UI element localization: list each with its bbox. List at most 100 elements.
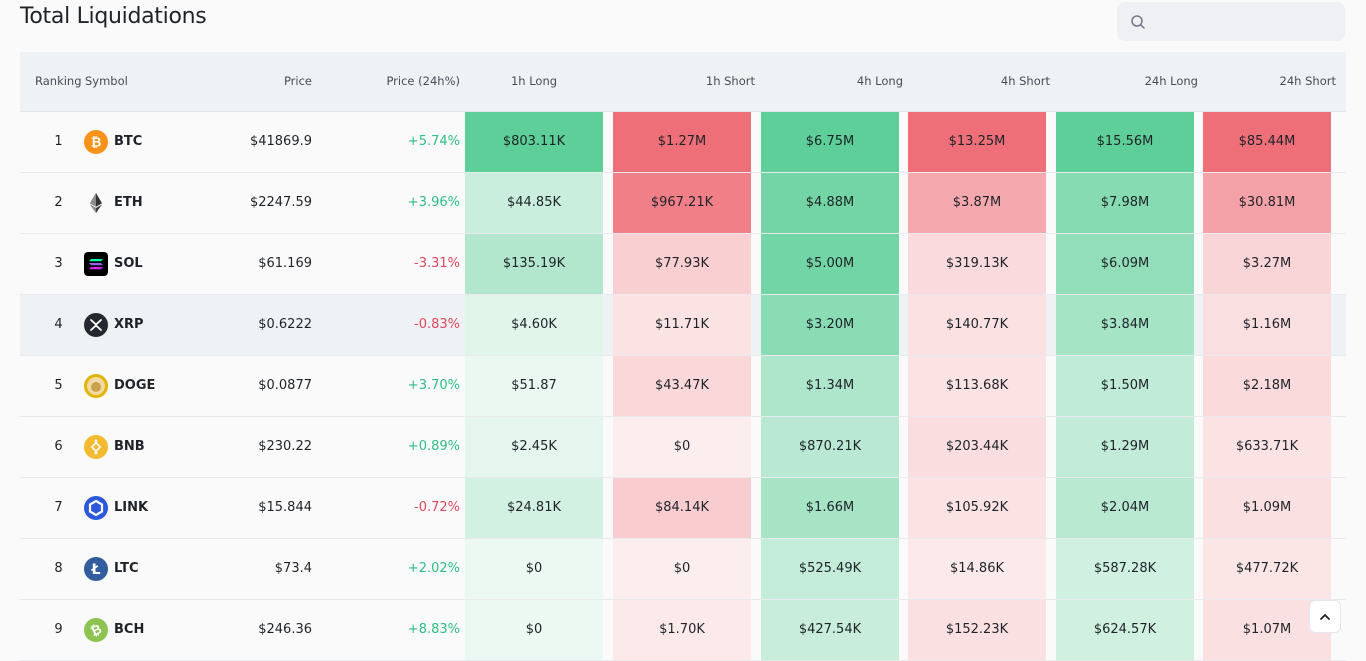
header-ranking[interactable]: Ranking: [35, 74, 82, 88]
sol-icon: [84, 252, 108, 276]
table-row[interactable]: 6 BNB $230.22 +0.89% $2.45K $0 $870.21K $203.44…: [20, 417, 1346, 478]
table-row[interactable]: 2 ETH $2247.59 +3.96% $44.85K $967.21K $4.88M $…: [20, 173, 1346, 234]
xrp-icon: [84, 313, 108, 337]
short-liquidation-cell: $13.25M: [908, 112, 1046, 172]
bnb-icon: [84, 435, 108, 459]
header-1h-short[interactable]: 1h Short: [705, 74, 755, 88]
rank-cell: 6: [54, 439, 63, 454]
symbol-cell[interactable]: LINK: [84, 478, 148, 538]
symbol-cell[interactable]: SOL: [84, 234, 143, 294]
symbol-cell[interactable]: XRP: [84, 295, 144, 355]
price-change-cell: -3.31%: [414, 256, 460, 271]
long-liquidation-cell: $5.00M: [761, 234, 899, 294]
price-cell: $0.0877: [258, 378, 312, 393]
table-row[interactable]: 4 XRP $0.6222 -0.83% $4.60K $11.71K $3.20M $140…: [20, 295, 1346, 356]
long-liquidation-cell: $3.20M: [761, 295, 899, 355]
table-row[interactable]: 8 Ł LTC $73.4 +2.02% $0 $0 $525.49K $14.86K $587.…: [20, 539, 1346, 600]
long-liquidation-cell: $3.84M: [1056, 295, 1194, 355]
symbol-cell[interactable]: ₿ BCH: [84, 600, 144, 660]
doge-icon: [84, 374, 108, 398]
long-liquidation-cell: $15.56M: [1056, 112, 1194, 172]
symbol-label: BNB: [114, 439, 145, 454]
header-1h-long[interactable]: 1h Long: [510, 74, 558, 88]
price-cell: $230.22: [258, 439, 312, 454]
short-liquidation-cell: $113.68K: [908, 356, 1046, 416]
price-change-cell: +3.96%: [407, 195, 460, 210]
short-liquidation-cell: $1.16M: [1203, 295, 1331, 355]
ltc-icon: Ł: [84, 557, 108, 581]
short-liquidation-cell: $0: [613, 539, 751, 599]
table-header: Ranking Symbol Price Price (24h%) 1h Lon…: [20, 52, 1346, 112]
short-liquidation-cell: $11.71K: [613, 295, 751, 355]
short-liquidation-cell: $85.44M: [1203, 112, 1331, 172]
short-liquidation-cell: $967.21K: [613, 173, 751, 233]
symbol-cell[interactable]: DOGE: [84, 356, 155, 416]
table-row[interactable]: 5 DOGE $0.0877 +3.70% $51.87 $43.47K $1.34M $11…: [20, 356, 1346, 417]
header-price-24h[interactable]: Price (24h%): [386, 74, 460, 88]
symbol-cell[interactable]: ETH: [84, 173, 143, 233]
header-24h-long[interactable]: 24h Long: [1144, 74, 1198, 88]
price-change-cell: -0.72%: [414, 500, 460, 515]
long-liquidation-cell: $803.11K: [465, 112, 603, 172]
search-input[interactable]: [1155, 10, 1339, 34]
short-liquidation-cell: $1.27M: [613, 112, 751, 172]
long-liquidation-cell: $24.81K: [465, 478, 603, 538]
search-box[interactable]: [1117, 2, 1345, 41]
price-change-cell: +0.89%: [407, 439, 460, 454]
price-change-cell: -0.83%: [414, 317, 460, 332]
chevron-up-icon: [1320, 613, 1330, 620]
header-price[interactable]: Price: [283, 74, 312, 88]
btc-icon: ₿: [84, 130, 108, 154]
table-row[interactable]: 1 ₿ BTC $41869.9 +5.74% $803.11K $1.27M $6.75M $…: [20, 112, 1346, 173]
symbol-label: BCH: [114, 622, 145, 637]
header-4h-long[interactable]: 4h Long: [856, 74, 903, 88]
bch-icon: ₿: [84, 618, 108, 642]
short-liquidation-cell: $77.93K: [613, 234, 751, 294]
long-liquidation-cell: $7.98M: [1056, 173, 1194, 233]
rank-cell: 1: [54, 134, 63, 149]
price-change-cell: +8.83%: [407, 622, 460, 637]
short-liquidation-cell: $633.71K: [1203, 417, 1331, 477]
short-liquidation-cell: $0: [613, 417, 751, 477]
page-title: Total Liquidations: [20, 4, 207, 29]
header-4h-short[interactable]: 4h Short: [1000, 74, 1050, 88]
symbol-cell[interactable]: Ł LTC: [84, 539, 139, 599]
price-change-cell: +3.70%: [407, 378, 460, 393]
symbol-label: LTC: [114, 561, 139, 576]
long-liquidation-cell: $870.21K: [761, 417, 899, 477]
symbol-label: XRP: [114, 317, 144, 332]
long-liquidation-cell: $525.49K: [761, 539, 899, 599]
table-row[interactable]: 9 ₿ BCH $246.36 +8.83% $0 $1.70K $427.54K $152.2…: [20, 600, 1346, 661]
short-liquidation-cell: $2.18M: [1203, 356, 1331, 416]
short-liquidation-cell: $319.13K: [908, 234, 1046, 294]
svg-text:Ł: Ł: [91, 562, 101, 578]
scroll-to-top-button[interactable]: [1309, 600, 1341, 633]
price-cell: $73.4: [274, 561, 312, 576]
price-cell: $246.36: [258, 622, 312, 637]
header-symbol[interactable]: Symbol: [85, 74, 128, 88]
table-row[interactable]: 3 SOL $61.169 -3.31% $135.19K $77.93K $5.00M $3…: [20, 234, 1346, 295]
rank-cell: 8: [54, 561, 63, 576]
long-liquidation-cell: $1.34M: [761, 356, 899, 416]
header-24h-short[interactable]: 24h Short: [1279, 74, 1336, 88]
link-icon: [84, 496, 108, 520]
short-liquidation-cell: $3.87M: [908, 173, 1046, 233]
svg-text:₿: ₿: [91, 136, 102, 151]
table-row[interactable]: 7 LINK $15.844 -0.72% $24.81K $84.14K $1.66M $1…: [20, 478, 1346, 539]
short-liquidation-cell: $14.86K: [908, 539, 1046, 599]
long-liquidation-cell: $1.29M: [1056, 417, 1194, 477]
long-liquidation-cell: $2.45K: [465, 417, 603, 477]
short-liquidation-cell: $84.14K: [613, 478, 751, 538]
long-liquidation-cell: $1.50M: [1056, 356, 1194, 416]
rank-cell: 7: [54, 500, 63, 515]
long-liquidation-cell: $4.60K: [465, 295, 603, 355]
symbol-label: DOGE: [114, 378, 156, 393]
long-liquidation-cell: $624.57K: [1056, 600, 1194, 660]
eth-icon: [84, 191, 108, 215]
short-liquidation-cell: $1.70K: [613, 600, 751, 660]
rank-cell: 3: [54, 256, 63, 271]
liquidations-table: Ranking Symbol Price Price (24h%) 1h Lon…: [20, 52, 1346, 661]
symbol-cell[interactable]: ₿ BTC: [84, 112, 142, 172]
symbol-cell[interactable]: BNB: [84, 417, 145, 477]
price-cell: $15.844: [258, 500, 312, 515]
